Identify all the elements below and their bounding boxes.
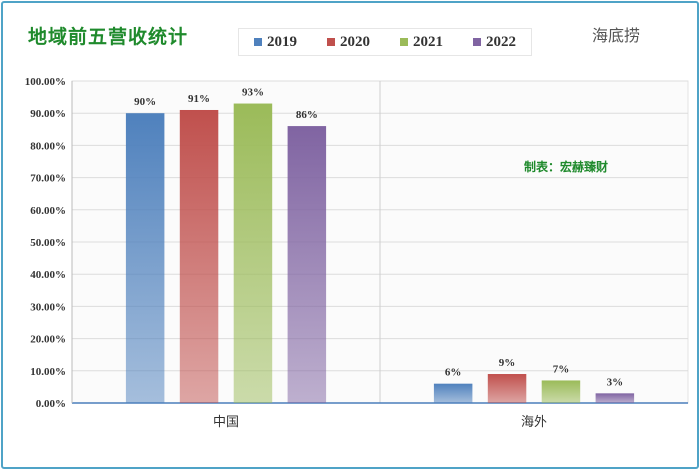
y-tick-label: 50.00% <box>30 237 66 249</box>
y-tick-label: 40.00% <box>30 269 66 281</box>
x-category-label: 中国 <box>213 415 239 430</box>
legend-item-2019: 2019 <box>254 34 297 51</box>
y-tick-label: 70.00% <box>30 173 66 185</box>
bar-2020-中国 <box>179 109 219 403</box>
legend-label: 2019 <box>267 33 297 50</box>
bar-2022-中国 <box>287 126 327 403</box>
legend-item-2020: 2020 <box>327 34 370 51</box>
data-label: 3% <box>607 376 624 388</box>
legend-swatch <box>327 38 335 46</box>
y-tick-label: 0.00% <box>36 398 66 410</box>
y-tick-label: 90.00% <box>30 108 66 120</box>
y-tick-label: 100.00% <box>25 76 66 88</box>
y-tick-label: 80.00% <box>30 140 66 152</box>
chart-legend: 2019 2020 2021 2022 <box>238 28 532 56</box>
data-label: 86% <box>296 109 318 121</box>
legend-swatch <box>400 38 408 46</box>
data-label: 7% <box>553 363 570 375</box>
y-tick-label: 20.00% <box>30 334 66 346</box>
bar-2019-海外 <box>433 383 473 403</box>
data-label: 91% <box>188 93 210 105</box>
legend-label: 2020 <box>340 33 370 50</box>
data-label: 9% <box>499 357 516 369</box>
chart-title: 地域前五营收统计 <box>28 26 189 48</box>
y-tick-label: 60.00% <box>30 205 66 217</box>
x-category-label: 海外 <box>521 415 547 430</box>
legend-item-2022: 2022 <box>473 34 516 51</box>
legend-swatch <box>473 38 481 46</box>
bar-2019-中国 <box>125 113 165 403</box>
data-label: 90% <box>134 96 156 108</box>
legend-label: 2022 <box>486 33 516 50</box>
legend-item-2021: 2021 <box>400 34 443 51</box>
data-label: 6% <box>445 367 462 379</box>
y-tick-label: 10.00% <box>30 366 66 378</box>
bar-2021-海外 <box>541 380 581 403</box>
chart-author-note: 制表：宏赫臻财 <box>524 160 609 174</box>
bar-2021-中国 <box>233 103 273 403</box>
data-label: 93% <box>242 87 264 99</box>
bar-2022-海外 <box>595 393 635 403</box>
legend-swatch <box>254 38 262 46</box>
legend-label: 2021 <box>413 33 443 50</box>
company-name: 海底捞 <box>592 26 641 45</box>
y-tick-label: 30.00% <box>30 301 66 313</box>
bar-2020-海外 <box>487 374 527 403</box>
